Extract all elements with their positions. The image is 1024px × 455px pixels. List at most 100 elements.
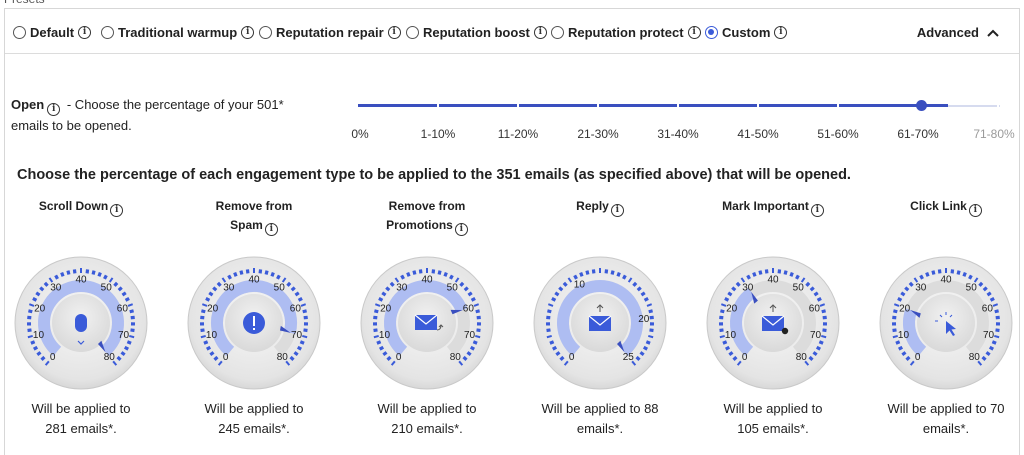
gauge-tick bbox=[815, 345, 822, 351]
gauge-scale-label: 0 bbox=[915, 352, 921, 363]
gauge-tick bbox=[205, 345, 212, 351]
applied-count: 210 emails*. bbox=[391, 421, 463, 436]
gauge-tick bbox=[290, 286, 296, 292]
slider-thumb[interactable] bbox=[915, 100, 927, 111]
gauge-tick bbox=[758, 270, 763, 275]
gauge-scale-label: 30 bbox=[223, 282, 235, 293]
gauge-pointer[interactable] bbox=[97, 340, 106, 353]
info-icon[interactable]: i bbox=[264, 223, 278, 236]
open-description: Open i - Choose the percentage of your 50… bbox=[11, 95, 351, 135]
gauge-value-arc bbox=[903, 308, 927, 356]
gauge-tick bbox=[616, 272, 621, 277]
gauge-tick bbox=[555, 351, 561, 357]
gauge-card: Remove from Spam i 0 10 20 30 40 50 60 70 80 Will b… bbox=[174, 197, 334, 439]
gauge-tick bbox=[386, 355, 392, 361]
gauge-scale-label: 30 bbox=[50, 282, 62, 293]
info-icon[interactable]: i bbox=[774, 26, 788, 39]
preset-reputation-protect[interactable]: Reputation protect i bbox=[551, 25, 701, 40]
slider-option-label[interactable]: 31-40% bbox=[657, 127, 699, 141]
gauge-tick bbox=[103, 274, 108, 280]
info-icon[interactable]: i bbox=[810, 204, 824, 217]
gauge-value-arc bbox=[384, 280, 468, 356]
gauge-value-arc bbox=[211, 280, 297, 356]
preset-radio-selected[interactable] bbox=[705, 26, 718, 39]
preset-radio[interactable] bbox=[101, 26, 114, 39]
preset-traditional-warmup[interactable]: Traditional warmup i bbox=[101, 25, 255, 40]
gauge-tick bbox=[376, 340, 382, 345]
gauge-tick bbox=[579, 272, 584, 277]
gauge-pointer[interactable] bbox=[279, 325, 291, 333]
gauge-dial[interactable]: 0 10 20 30 40 50 60 70 80 bbox=[11, 253, 151, 393]
gauge-pointer[interactable] bbox=[616, 340, 625, 353]
preset-radio[interactable] bbox=[259, 26, 272, 39]
gauge-tick bbox=[818, 340, 824, 345]
gauge-tick bbox=[113, 281, 119, 287]
gauge-tick bbox=[724, 297, 730, 302]
gauge-tick bbox=[724, 345, 731, 351]
gauge-pointer[interactable] bbox=[751, 291, 758, 304]
gauge-tick bbox=[995, 328, 1000, 333]
gauge-tick bbox=[913, 277, 919, 283]
gauge-tick bbox=[378, 345, 385, 351]
preset-radio[interactable] bbox=[551, 26, 564, 39]
info-icon[interactable]: i bbox=[968, 204, 982, 217]
gauge-scale-label: 50 bbox=[966, 282, 978, 293]
gauge-dial[interactable]: 0 10 20 30 40 50 60 70 80 bbox=[357, 253, 497, 393]
gauge-scale-label: 80 bbox=[969, 352, 981, 363]
preset-label: Reputation repair bbox=[276, 25, 384, 40]
applied-line: Will be applied to 70 bbox=[887, 401, 1005, 416]
gauge-dial[interactable]: 0 10 20 30 40 50 60 70 80 bbox=[184, 253, 324, 393]
slider-option-label[interactable]: 21-30% bbox=[577, 127, 619, 141]
info-icon[interactable]: i bbox=[241, 26, 255, 39]
applied-line: Will be applied to bbox=[204, 401, 304, 416]
info-icon[interactable]: i bbox=[47, 103, 61, 116]
slider-option-label[interactable]: 11-20% bbox=[497, 127, 539, 141]
gauge-scale-label: 40 bbox=[248, 275, 260, 286]
gauge-tick bbox=[390, 360, 396, 366]
info-icon[interactable]: i bbox=[78, 26, 92, 39]
info-icon[interactable]: i bbox=[610, 204, 624, 217]
gauge-tick bbox=[736, 360, 742, 366]
advanced-toggle[interactable]: Advanced bbox=[917, 25, 999, 40]
slider-option-label[interactable]: 1-10% bbox=[420, 127, 456, 141]
preset-reputation-boost[interactable]: Reputation boost i bbox=[406, 25, 547, 40]
preset-default[interactable]: Default i bbox=[13, 25, 92, 40]
gauge-pointer[interactable] bbox=[910, 310, 921, 318]
gauge-tick bbox=[897, 345, 904, 351]
slider-option-label[interactable]: 41-50% bbox=[737, 127, 779, 141]
gauge-dial[interactable]: 0 10 20 25 bbox=[530, 253, 670, 393]
info-icon[interactable]: i bbox=[387, 26, 401, 39]
gauge-tick bbox=[813, 291, 819, 297]
engagement-settings-panel: Default i Traditional warmup i Reputatio… bbox=[4, 8, 1020, 455]
gauge-tick bbox=[297, 297, 303, 302]
preset-custom[interactable]: Custom i bbox=[705, 25, 788, 40]
gauge-dial[interactable]: 0 10 20 30 40 50 60 70 80 bbox=[876, 253, 1016, 393]
slider-option-label[interactable]: 51-60% bbox=[817, 127, 859, 141]
gauge-scale-label: 30 bbox=[396, 282, 408, 293]
gauge-scale-label: 0 bbox=[50, 352, 56, 363]
preset-radio[interactable] bbox=[406, 26, 419, 39]
gauge-dial[interactable]: 0 10 20 30 40 50 60 70 80 bbox=[703, 253, 843, 393]
open-percentage-slider[interactable]: 0% 1-10% 11-20% 21-30% 31-40% 41-50% 51-60% 61-… bbox=[351, 96, 1015, 146]
info-icon[interactable]: i bbox=[454, 223, 468, 236]
preset-radio[interactable] bbox=[13, 26, 26, 39]
info-icon[interactable]: i bbox=[687, 26, 701, 39]
slider-option-label[interactable]: 71-80% bbox=[973, 127, 1015, 141]
gauge-tick bbox=[720, 303, 727, 307]
preset-label: Reputation protect bbox=[568, 25, 684, 40]
preset-reputation-repair[interactable]: Reputation repair i bbox=[259, 25, 401, 40]
gauge-tick bbox=[302, 309, 307, 314]
info-icon[interactable]: i bbox=[533, 26, 547, 39]
gauge-svg[interactable]: 0 10 20 25 bbox=[530, 253, 670, 393]
info-icon[interactable]: i bbox=[110, 204, 124, 217]
slider-option-label[interactable]: 0% bbox=[351, 127, 369, 141]
gauge-tick bbox=[108, 277, 114, 283]
gauge-pointer[interactable] bbox=[450, 309, 463, 315]
slider-option-label[interactable]: 61-70% bbox=[897, 127, 939, 141]
gauge-scale-label: 40 bbox=[75, 275, 87, 286]
